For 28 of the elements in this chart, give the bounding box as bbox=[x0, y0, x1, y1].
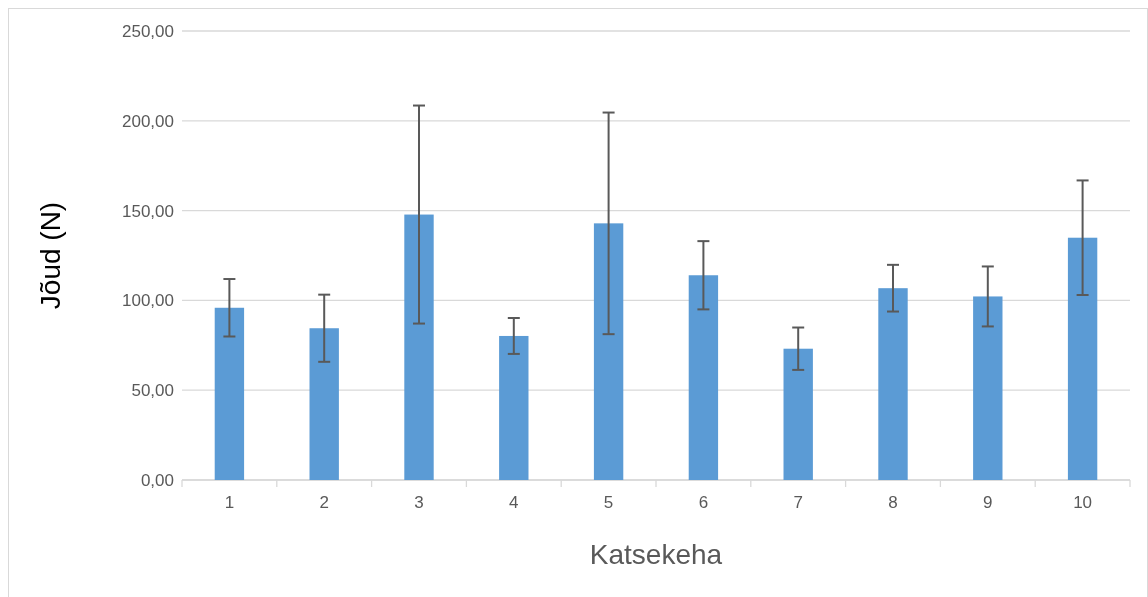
bar bbox=[309, 328, 339, 480]
y-tick-label: 0,00 bbox=[140, 470, 174, 490]
bar bbox=[1067, 237, 1098, 480]
bar bbox=[404, 214, 434, 480]
bar bbox=[973, 296, 1003, 480]
y-tick-label: 100,00 bbox=[122, 291, 174, 311]
y-tick-label: 250,00 bbox=[122, 21, 174, 41]
x-tick-label: 2 bbox=[319, 493, 329, 512]
y-axis-title: Jõud (N) bbox=[35, 201, 66, 310]
x-tick-label: 10 bbox=[1073, 493, 1093, 512]
bar bbox=[593, 223, 624, 480]
x-tick-label: 1 bbox=[224, 493, 235, 512]
x-tick-label: 3 bbox=[414, 493, 424, 512]
x-tick-label: 4 bbox=[509, 493, 519, 512]
x-tick-label: 9 bbox=[983, 493, 993, 512]
bar bbox=[214, 307, 245, 480]
bar bbox=[499, 335, 529, 480]
y-tick-label: 50,00 bbox=[131, 381, 174, 401]
x-tick-label: 5 bbox=[603, 493, 614, 512]
x-tick-label: 7 bbox=[793, 493, 803, 512]
bar bbox=[688, 275, 719, 480]
y-tick-label: 200,00 bbox=[122, 111, 174, 131]
bar bbox=[878, 288, 908, 480]
x-axis-title: Katsekeha bbox=[589, 539, 723, 570]
x-tick-label: 6 bbox=[698, 493, 709, 512]
y-tick-label: 150,00 bbox=[122, 201, 174, 221]
bar bbox=[783, 348, 813, 480]
x-tick-label: 8 bbox=[888, 493, 898, 512]
